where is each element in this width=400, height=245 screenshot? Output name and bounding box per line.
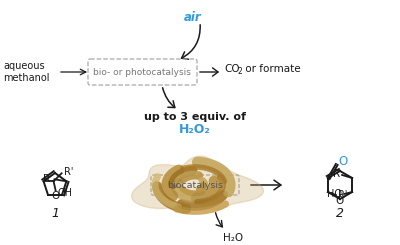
Text: up to 3 equiv. of: up to 3 equiv. of: [144, 112, 246, 122]
Text: 1: 1: [51, 207, 59, 220]
Text: bio- or photocatalysis: bio- or photocatalysis: [93, 68, 191, 76]
Text: 2: 2: [238, 66, 243, 75]
FancyArrowPatch shape: [163, 88, 175, 108]
FancyArrowPatch shape: [216, 213, 222, 227]
Text: aqueous
methanol: aqueous methanol: [3, 61, 50, 83]
Text: R: R: [43, 174, 50, 184]
Text: R': R': [64, 167, 73, 177]
Text: CO: CO: [224, 64, 240, 74]
Text: OH: OH: [58, 188, 72, 198]
Text: biocatalysis: biocatalysis: [167, 181, 223, 189]
Text: HO: HO: [327, 189, 342, 199]
Text: O: O: [338, 155, 347, 168]
FancyArrowPatch shape: [182, 25, 200, 59]
Text: or formate: or formate: [242, 64, 301, 74]
Text: H₂O: H₂O: [223, 233, 243, 243]
Text: 2: 2: [336, 207, 344, 220]
Text: R: R: [333, 169, 340, 179]
FancyArrowPatch shape: [251, 180, 281, 190]
Text: R': R': [338, 190, 347, 200]
Text: air: air: [184, 11, 202, 24]
Text: H₂O₂: H₂O₂: [179, 123, 211, 136]
Polygon shape: [132, 156, 263, 210]
FancyArrowPatch shape: [200, 68, 218, 76]
Text: O: O: [336, 196, 344, 206]
Text: O: O: [51, 191, 59, 201]
